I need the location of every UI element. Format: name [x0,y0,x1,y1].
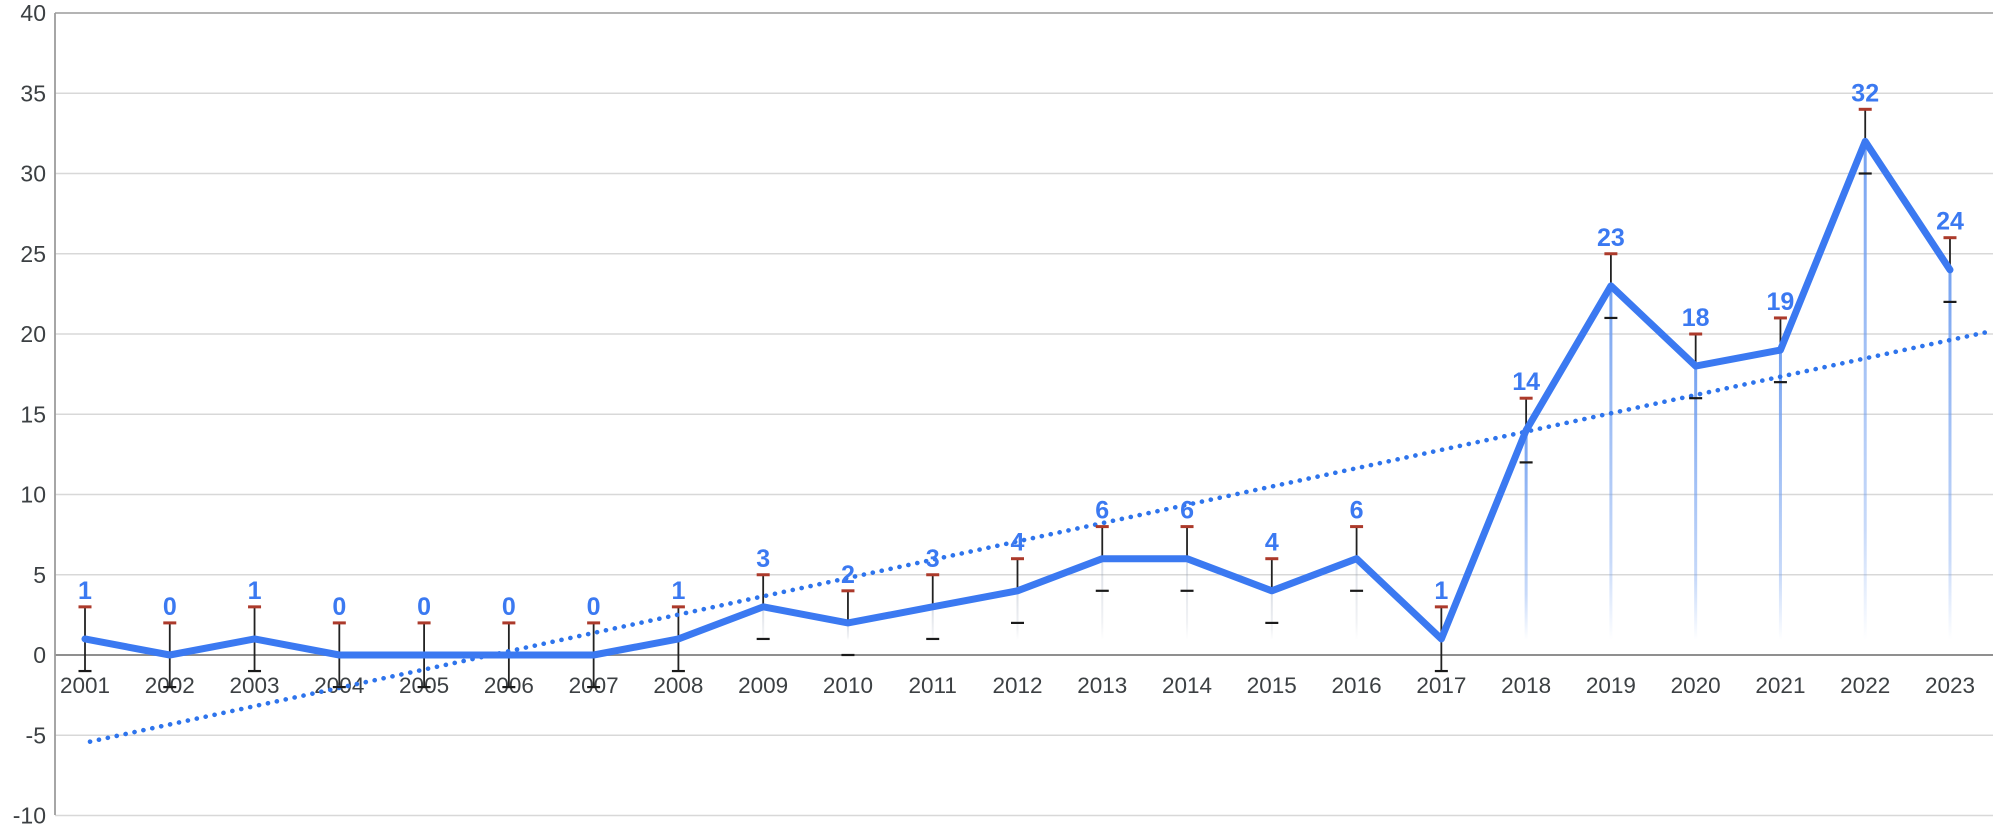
y-tick-label: 35 [20,80,46,106]
data-label: 0 [587,593,601,621]
x-tick-label: 2019 [1586,673,1636,698]
data-label: 23 [1597,224,1625,252]
data-label: 3 [756,545,770,573]
error-bars [84,109,1951,688]
x-tick-label: 2020 [1671,673,1721,698]
data-label: 1 [248,577,262,605]
data-label: 0 [332,593,346,621]
y-axis-labels: 40 35 30 25 20 15 10 5 0 -5 -10 [13,0,46,828]
x-tick-label: 2018 [1501,673,1551,698]
data-label: 3 [926,545,940,573]
x-axis-labels: 2001 2002 2003 2004 2005 2006 2007 2008 2009 2010… [60,673,1975,698]
y-tick-label: 20 [20,321,46,347]
y-tick-label: 0 [33,642,46,668]
y-tick-label: 5 [33,562,46,588]
data-line [81,137,1954,659]
data-label: 1 [1434,577,1448,605]
data-label: 4 [1011,529,1025,557]
data-label: 0 [417,593,431,621]
data-label: 1 [671,577,685,605]
data-label: 32 [1851,79,1879,107]
x-tick-label: 2023 [1925,673,1975,698]
x-tick-label: 2009 [738,673,788,698]
x-tick-label: 2014 [1162,673,1212,698]
data-label: 0 [502,593,516,621]
data-label: 1 [78,577,92,605]
x-tick-label: 2012 [992,673,1042,698]
x-tick-label: 2021 [1755,673,1805,698]
data-label: 2 [841,561,855,589]
y-tick-label: 15 [20,401,46,427]
x-tick-label: 2017 [1416,673,1466,698]
x-tick-label: 2016 [1332,673,1382,698]
gridlines [54,12,1993,817]
x-tick-label: 2022 [1840,673,1890,698]
y-tick-label: 30 [20,161,46,187]
x-tick-label: 2010 [823,673,873,698]
x-tick-label: 2003 [230,673,280,698]
x-tick-label: 2015 [1247,673,1297,698]
data-label: 6 [1180,497,1194,525]
y-tick-label: -5 [26,722,46,748]
y-tick-label: 10 [20,482,46,508]
data-label: 6 [1095,497,1109,525]
data-label: 0 [163,593,177,621]
data-label: 4 [1265,529,1279,557]
drop-lines [762,143,1952,640]
data-label: 18 [1682,304,1710,332]
x-tick-label: 2008 [653,673,703,698]
data-label: 24 [1936,208,1964,236]
x-tick-label: 2013 [1077,673,1127,698]
x-tick-label: 2011 [909,673,957,698]
y-tick-label: 40 [20,0,46,26]
trend-line [87,328,1996,744]
data-label: 14 [1512,368,1540,396]
y-tick-label: 25 [20,241,46,267]
data-label: 19 [1767,288,1795,316]
error-bar-caps [78,107,1957,689]
x-tick-label: 2001 [60,673,110,698]
y-tick-label: -10 [13,803,46,828]
data-label: 6 [1350,497,1364,525]
